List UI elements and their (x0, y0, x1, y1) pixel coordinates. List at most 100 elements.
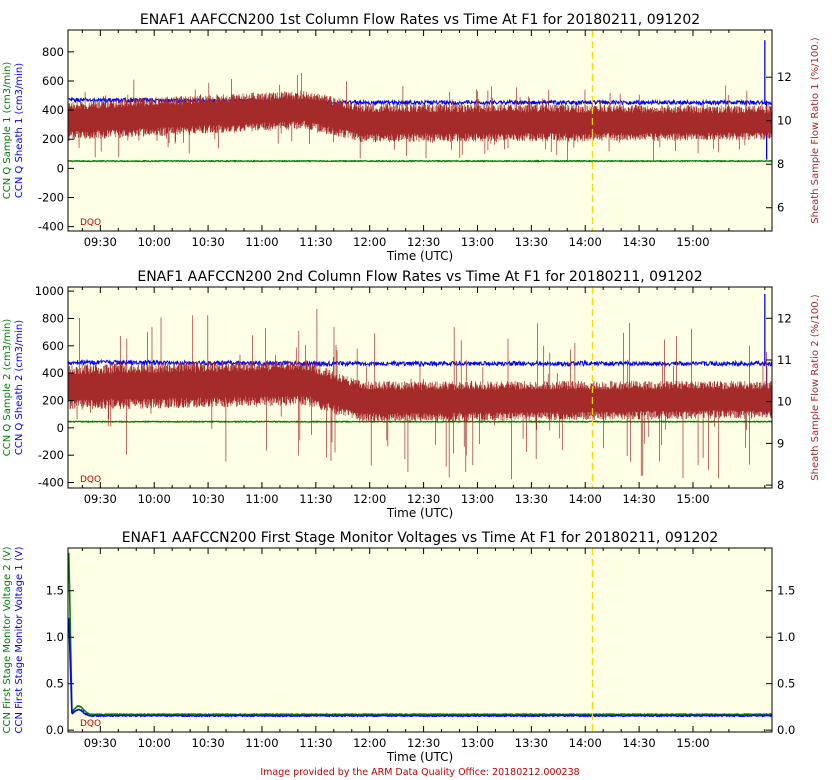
x-tick-label: 11:30 (299, 736, 332, 750)
y-left-tick-label: -200 (38, 448, 64, 462)
y-right-tick-label: 1.5 (777, 584, 795, 598)
y-right-tick-label: 9 (777, 436, 784, 450)
x-tick-label: 14:30 (623, 235, 656, 249)
chart-title-2: ENAF1 AAFCCN200 2nd Column Flow Rates vs… (137, 269, 702, 285)
x-tick-label: 10:00 (138, 235, 171, 249)
y-right-tick-label: 8 (777, 157, 784, 171)
x-tick-label: 11:00 (245, 736, 278, 750)
x-tick-label: 10:30 (192, 492, 225, 506)
y-right-tick-label: 0.0 (777, 723, 795, 737)
dqo-label-2: DQO (80, 475, 101, 485)
x-tick-label: 13:00 (461, 492, 494, 506)
y-right-tick-label: 8 (777, 478, 784, 492)
chart-panel-1: 09:30 10:00 10:30 11:00 11:30 12:00 12:30 13:00… (2, 12, 821, 263)
x-tick-label: 12:00 (353, 492, 386, 506)
x-tick-label: 11:30 (299, 235, 332, 249)
x-tick-label: 13:30 (515, 492, 548, 506)
y-left-tick-label: 400 (42, 103, 64, 117)
series-group-2 (68, 293, 772, 480)
y-left-label: CCN First Stage Monitor Voltage 2 (V) (2, 546, 13, 733)
plot-area-3 (68, 548, 772, 732)
x-tick-label: 12:30 (407, 492, 440, 506)
series-ratio-2 (68, 308, 772, 480)
y-left-tick-label: 200 (42, 132, 64, 146)
y-right-label-1: Sheath Sample Flow Ratio 1 (%/100.) (810, 37, 821, 224)
y-left-label: CCN Q Sheath 1 (cm3/min) (14, 63, 25, 198)
y-left-tick-label: -200 (38, 191, 64, 205)
credit-footer: Image provided by the ARM Data Quality O… (260, 767, 579, 778)
y-left-tick-label: 600 (42, 339, 64, 353)
y-right-tick-label: 10 (777, 395, 792, 409)
y-left-label: CCN Q Sample 2 (cm3/min) (2, 319, 13, 457)
plot-frame-3 (67, 547, 773, 733)
x-tick-label: 15:00 (676, 492, 709, 506)
y-left-tick-label: 600 (42, 74, 64, 88)
plot-frame-1 (67, 29, 773, 232)
series-ratio-1 (68, 73, 772, 162)
series-group-1 (68, 40, 772, 163)
y-left-tick-label: 0.0 (46, 723, 64, 737)
x-tick-label: 13:30 (515, 736, 548, 750)
y-right-tick-label: 10 (777, 114, 792, 128)
x-tick-label: 12:00 (353, 736, 386, 750)
y-left-label: CCN Q Sample 1 (cm3/min) (2, 62, 13, 200)
y-left-tick-label: 0.5 (46, 677, 64, 691)
x-tick-label: 10:30 (192, 235, 225, 249)
x-tick-label: 10:00 (138, 736, 171, 750)
y-left-tick-label: 0 (57, 421, 64, 435)
x-tick-label: 10:00 (138, 492, 171, 506)
x-tick-label: 13:00 (461, 736, 494, 750)
y-right-tick-label: 12 (777, 70, 792, 84)
y-left-tick-label: 400 (42, 366, 64, 380)
y-right-tick-label: 12 (777, 311, 792, 325)
y-left-tick-label: 1000 (35, 284, 64, 298)
x-tick-label: 12:30 (407, 736, 440, 750)
x-tick-label: 14:30 (623, 736, 656, 750)
x-tick-label: 14:00 (569, 235, 602, 249)
x-axis-label-3: Time (UTC) (386, 750, 453, 764)
y-left-label: CCN First Stage Monitor Voltage 1 (V) (14, 546, 25, 733)
x-axis-label-1: Time (UTC) (386, 249, 453, 263)
dqo-label-3: DQO (80, 719, 101, 729)
chart-panel-2: 09:30 10:00 10:30 11:00 11:30 12:00 12:30 13:00… (2, 269, 821, 520)
y-right-tick-label: 0.5 (777, 677, 795, 691)
x-tick-label: 10:30 (192, 736, 225, 750)
y-left-tick-label: 800 (42, 45, 64, 59)
x-tick-label: 15:00 (676, 736, 709, 750)
x-tick-label: 09:30 (84, 492, 117, 506)
series-sample-1 (68, 159, 772, 163)
series-sample-2 (68, 420, 772, 424)
series-voltage-2 (68, 617, 772, 718)
x-tick-label: 14:00 (569, 492, 602, 506)
dqo-label-1: DQO (80, 218, 101, 228)
x-tick-label: 14:00 (569, 736, 602, 750)
y-left-tick-label: 0 (57, 161, 64, 175)
y-left-tick-label: 800 (42, 311, 64, 325)
y-left-tick-label: -400 (38, 220, 64, 234)
x-tick-label: 13:00 (461, 235, 494, 249)
x-tick-label: 11:00 (245, 235, 278, 249)
x-tick-label: 12:30 (407, 235, 440, 249)
y-left-tick-label: -400 (38, 476, 64, 490)
series-group-3 (68, 552, 772, 718)
x-tick-label: 13:30 (515, 235, 548, 249)
x-tick-label: 09:30 (84, 235, 117, 249)
x-tick-label: 14:30 (623, 492, 656, 506)
y-left-tick-label: 200 (42, 393, 64, 407)
plot-frame-2 (67, 286, 773, 489)
y-right-tick-label: 6 (777, 201, 784, 215)
x-tick-label: 11:00 (245, 492, 278, 506)
x-tick-label: 09:30 (84, 736, 117, 750)
x-tick-label: 12:00 (353, 235, 386, 249)
y-left-tick-label: 1.5 (46, 584, 64, 598)
y-left-label: CCN Q Sheath 2 (cm3/min) (14, 320, 25, 455)
y-left-tick-label: 1.0 (46, 630, 64, 644)
x-axis-label-2: Time (UTC) (386, 506, 453, 520)
x-tick-label: 11:30 (299, 492, 332, 506)
chart-title-3: ENAF1 AAFCCN200 First Stage Monitor Volt… (122, 530, 719, 546)
y-right-tick-label: 1.0 (777, 630, 795, 644)
chart-title-1: ENAF1 AAFCCN200 1st Column Flow Rates vs… (140, 12, 700, 28)
x-tick-label: 15:00 (676, 235, 709, 249)
y-right-tick-label: 11 (777, 353, 792, 367)
